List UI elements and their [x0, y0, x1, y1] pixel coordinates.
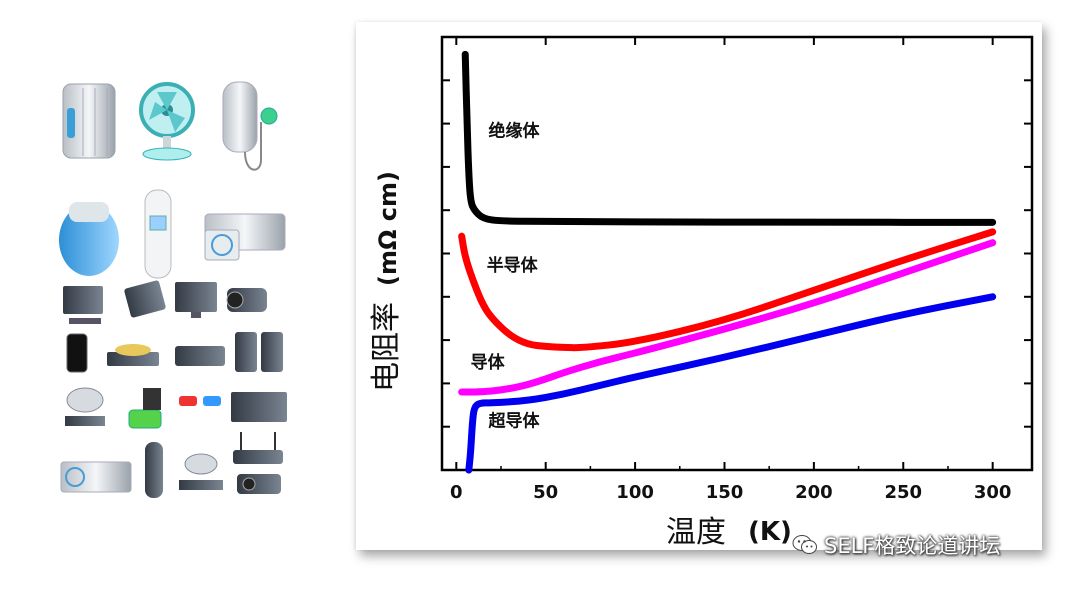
x-tick-label: 250 [884, 482, 922, 503]
axis-ticks [442, 37, 1032, 470]
water-heater-icon [222, 81, 278, 171]
series-annotation: 超导体 [488, 411, 540, 432]
x-tick-label: 100 [616, 482, 654, 503]
speaker-icon [235, 332, 283, 372]
projector-icon [237, 474, 281, 494]
satellite-dish-icon [65, 387, 105, 426]
air-conditioner-outdoor-icon [60, 461, 132, 493]
desktop-computer-icon [63, 286, 103, 324]
humidifier-icon [59, 202, 119, 276]
y-axis-title: 电阻率 (mΩ cm) [369, 171, 404, 392]
plot-frame [440, 35, 1034, 472]
watermark-text: SELF格致论道讲坛 [824, 534, 1001, 558]
x-tick-label: 50 [533, 482, 558, 503]
tablet-icon [124, 280, 166, 318]
monitor-icon [175, 282, 217, 318]
battery-icon [128, 388, 162, 429]
series-line [465, 293, 997, 474]
console-icon [175, 346, 225, 366]
series-annotation: 导体 [471, 352, 506, 373]
shaver-icon [145, 442, 163, 498]
y-axis-label: 电阻率 [369, 302, 404, 392]
home-theater-icon [231, 392, 287, 422]
wechat-icon [792, 535, 817, 554]
radiator-icon [62, 83, 116, 159]
household-appliances-icon [59, 81, 287, 498]
series-layer [458, 50, 997, 474]
x-axis-label: 温度 [666, 515, 726, 550]
thermometer-icon [144, 189, 172, 279]
series-line [461, 50, 997, 226]
x-axis-unit: (K) [748, 517, 792, 547]
air-conditioner-icon [204, 213, 286, 261]
camcorder-icon [226, 288, 267, 312]
dvd-player-icon [107, 344, 159, 366]
fan-icon [139, 82, 195, 161]
phone-icon [66, 333, 88, 373]
3d-glasses-icon [179, 396, 221, 406]
watermark: SELF格致论道讲坛 [792, 530, 1000, 560]
chart-panel: 绝缘体半导体导体超导体 0 50 100 150 200 250 300 电阻率 (mΩ c… [356, 22, 1042, 550]
y-axis-unit: (mΩ cm) [374, 171, 402, 286]
x-tick-label: 200 [795, 482, 833, 503]
series-annotation: 绝缘体 [488, 121, 540, 142]
x-tick-label: 300 [974, 482, 1012, 503]
satellite-receiver-icon [179, 453, 223, 490]
x-tick-labels: 0 50 100 150 200 250 300 [450, 482, 1011, 503]
x-tick-label: 150 [706, 482, 744, 503]
x-tick-label: 0 [450, 482, 463, 503]
series-line [458, 239, 997, 396]
series-line [458, 228, 997, 352]
series-annotation: 半导体 [487, 255, 539, 276]
router-icon [233, 432, 283, 464]
